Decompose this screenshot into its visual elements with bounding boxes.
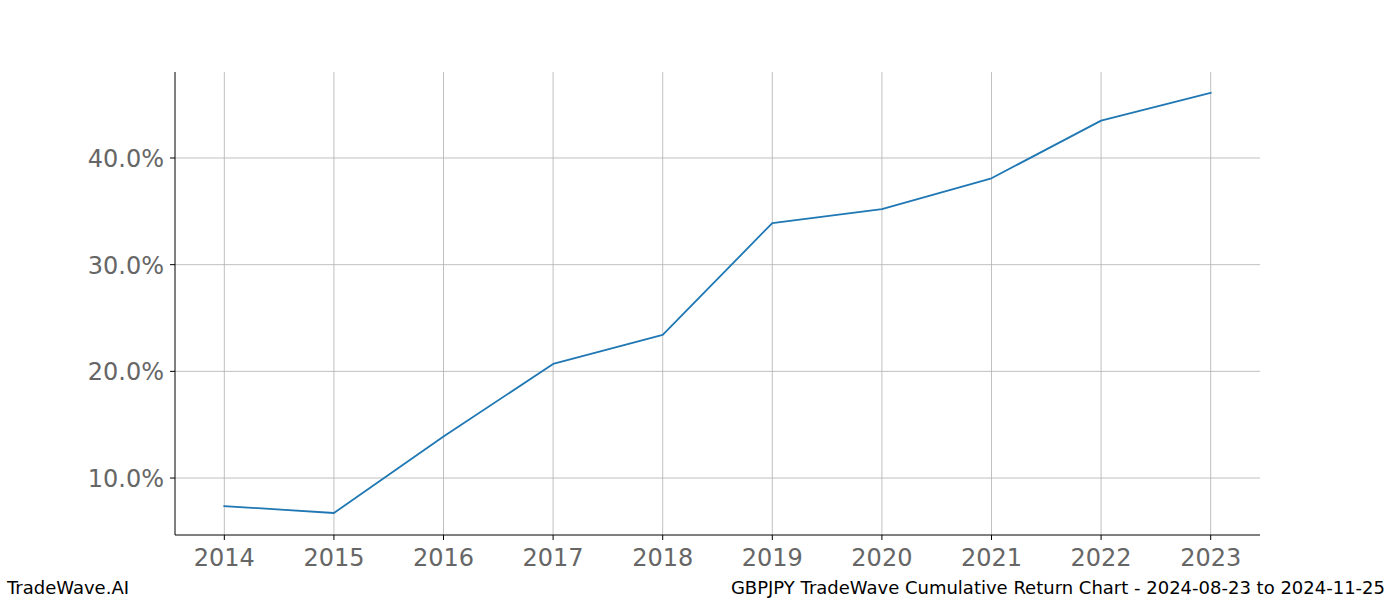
- y-grid-line: [175, 264, 1260, 265]
- x-tick: [1101, 535, 1102, 540]
- y-tick: [170, 478, 175, 479]
- x-axis-line: [175, 535, 1260, 536]
- y-tick-label: 30.0%: [88, 252, 164, 280]
- x-grid-line: [772, 72, 773, 535]
- x-tick-label: 2022: [1071, 544, 1132, 572]
- x-grid-line: [224, 72, 225, 535]
- x-tick: [772, 535, 773, 540]
- y-tick: [170, 371, 175, 372]
- x-tick: [333, 535, 334, 540]
- x-grid-line: [881, 72, 882, 535]
- x-grid-line: [991, 72, 992, 535]
- x-grid-line: [1210, 72, 1211, 535]
- x-grid-line: [553, 72, 554, 535]
- x-tick: [662, 535, 663, 540]
- x-tick: [991, 535, 992, 540]
- y-tick-label: 20.0%: [88, 358, 164, 386]
- x-tick-label: 2023: [1180, 544, 1241, 572]
- y-grid-line: [175, 478, 1260, 479]
- x-grid-line: [662, 72, 663, 535]
- x-tick-label: 2017: [523, 544, 584, 572]
- series-line: [224, 93, 1210, 513]
- source-label: TradeWave.AI: [6, 577, 129, 598]
- y-grid-line: [175, 157, 1260, 158]
- y-axis-line: [175, 72, 176, 535]
- x-tick-label: 2014: [194, 544, 255, 572]
- x-grid-line: [443, 72, 444, 535]
- x-tick: [443, 535, 444, 540]
- x-tick-label: 2015: [303, 544, 364, 572]
- x-tick: [553, 535, 554, 540]
- plot-area: [224, 93, 1210, 513]
- x-tick: [1210, 535, 1211, 540]
- y-tick: [170, 157, 175, 158]
- chart-title: GBPJPY TradeWave Cumulative Return Chart…: [731, 577, 1385, 598]
- grid: [175, 72, 1260, 535]
- axes: 2014 2015 2016 2017 2018 2019 2020 2021 2022 2023…: [88, 72, 1260, 572]
- y-tick: [170, 264, 175, 265]
- x-grid-line: [1101, 72, 1102, 535]
- x-grid-line: [333, 72, 334, 535]
- x-tick-label: 2020: [851, 544, 912, 572]
- x-tick: [224, 535, 225, 540]
- chart-svg: 2014 2015 2016 2017 2018 2019 2020 2021 2022 2023…: [0, 0, 1400, 600]
- x-tick-label: 2018: [632, 544, 693, 572]
- y-grid-line: [175, 371, 1260, 372]
- chart-container: 2014 2015 2016 2017 2018 2019 2020 2021 2022 2023…: [0, 0, 1400, 600]
- x-tick-label: 2016: [413, 544, 474, 572]
- y-tick-label: 10.0%: [88, 465, 164, 493]
- x-tick-label: 2021: [961, 544, 1022, 572]
- y-tick-label: 40.0%: [88, 145, 164, 173]
- x-tick: [881, 535, 882, 540]
- x-tick-label: 2019: [742, 544, 803, 572]
